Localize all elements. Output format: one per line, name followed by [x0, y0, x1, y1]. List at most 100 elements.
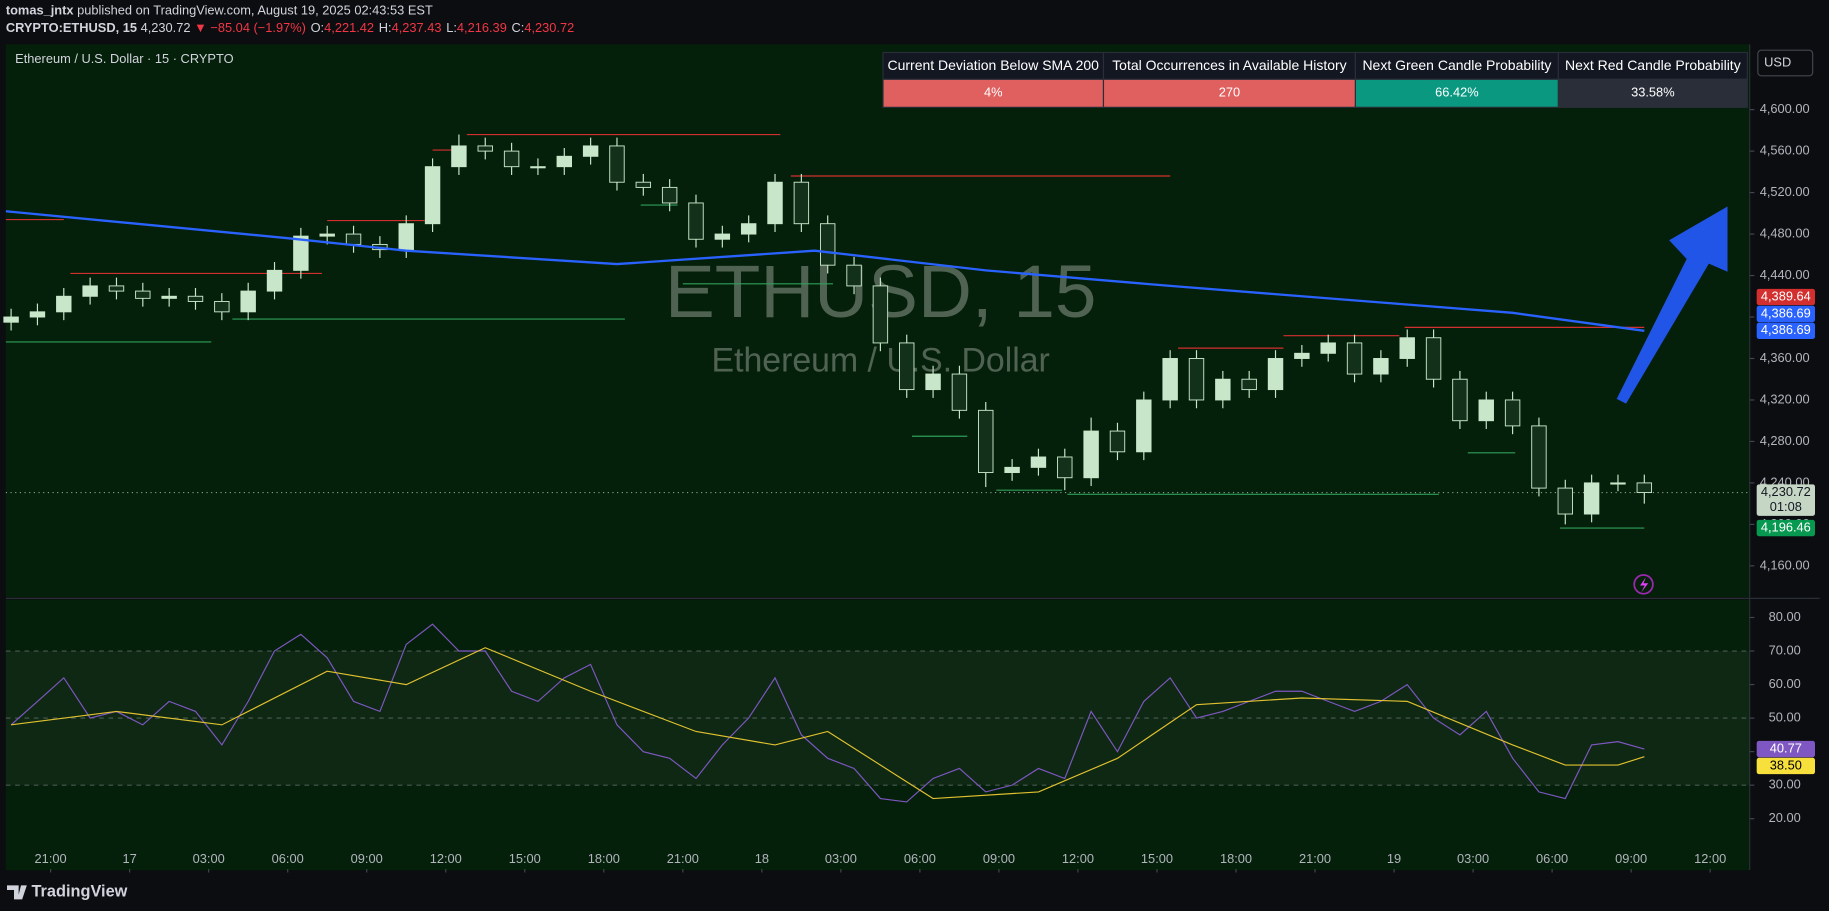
- candle-body: [872, 285, 889, 344]
- table-value-cell: [1557, 78, 1748, 108]
- footer-bar: [0, 877, 1829, 911]
- alert-icon[interactable]: [1633, 574, 1654, 595]
- y-tick-label: 4,280.00: [1760, 433, 1810, 448]
- y-tick-label: 4,320.00: [1760, 391, 1810, 406]
- candle-body: [1610, 482, 1626, 485]
- table-header-cell: [1557, 51, 1748, 80]
- stats-table: Current Deviation Below SMA 200 4% Total O…: [882, 51, 1748, 108]
- candle-body: [398, 223, 414, 251]
- candle-body: [899, 342, 915, 391]
- x-tick-label: 18:00: [588, 851, 620, 866]
- x-tick-label: 12:00: [1062, 851, 1094, 866]
- candle-body: [1531, 425, 1547, 489]
- candle-body: [688, 202, 704, 240]
- table-value-cell: [1354, 78, 1559, 108]
- candle-body: [1320, 342, 1336, 354]
- ohlc-value: 4,216.39: [457, 21, 507, 36]
- x-tick-label: 12:00: [1694, 851, 1726, 866]
- candle-body: [319, 233, 335, 237]
- published: published on TradingView.com, August 19,…: [77, 3, 433, 18]
- y-tick-label: 4,440.00: [1760, 267, 1810, 282]
- symbol: CRYPTO:ETHUSD, 15: [6, 21, 137, 36]
- candle-body: [266, 269, 283, 292]
- currency-box: [1757, 49, 1814, 77]
- candle-body: [582, 145, 599, 157]
- footer-logo: [6, 885, 27, 900]
- ohlc-value: 4,237.43: [392, 21, 442, 36]
- candle-body: [1109, 430, 1126, 453]
- rsi-y-tick-label: 50.00: [1769, 709, 1801, 724]
- publisher-line: tomas_jntx published on TradingView.com,…: [6, 3, 433, 18]
- y-tick-label: 4,520.00: [1760, 184, 1810, 199]
- axis-price-label-bg: [1756, 322, 1816, 339]
- axis-price-label-bg: [1756, 740, 1816, 758]
- candle-body: [82, 285, 98, 297]
- rsi-line: [10, 623, 1645, 803]
- candle-body: [1636, 482, 1653, 494]
- table-value: 4%: [984, 85, 1003, 100]
- axis-price-label: 40.77: [1770, 740, 1802, 755]
- x-tick-label: 18: [755, 851, 769, 866]
- x-tick-label: 19: [1387, 851, 1401, 866]
- table-header-cell: [1102, 51, 1357, 80]
- candle-body: [1504, 399, 1521, 427]
- candle-body: [1004, 466, 1020, 474]
- rsi-y-tick-label: 60.00: [1769, 676, 1801, 691]
- x-tick-label: 15:00: [1141, 851, 1173, 866]
- table-header: Next Red Candle Probability: [1565, 57, 1741, 73]
- candle-body: [1557, 487, 1573, 515]
- candle-body: [1294, 352, 1310, 359]
- table-header: Next Green Candle Probability: [1362, 57, 1551, 73]
- support-label-bg: [1756, 519, 1816, 537]
- x-tick-label: 06:00: [1536, 851, 1568, 866]
- ohlc-value: 4,221.42: [324, 21, 374, 36]
- current-price-label-bg: [1756, 484, 1816, 516]
- ohlc-label: O:: [311, 21, 325, 36]
- candle-body: [345, 233, 362, 245]
- x-tick-label: 12:00: [430, 851, 462, 866]
- candle-body: [1083, 430, 1099, 479]
- candle-body: [135, 290, 151, 299]
- x-tick-label: 21:00: [1299, 851, 1331, 866]
- x-tick-label: 17: [123, 851, 137, 866]
- candle-body: [1188, 358, 1205, 401]
- candle-body: [3, 316, 19, 323]
- candle-body: [214, 300, 230, 313]
- x-tick-label: 09:00: [983, 851, 1015, 866]
- y-tick-label: 4,160.00: [1760, 557, 1810, 572]
- x-tick-label: 21:00: [35, 851, 67, 866]
- candle-body: [1057, 456, 1073, 479]
- axis-price-label: 4,389.64: [1761, 288, 1811, 303]
- candle-body: [293, 235, 309, 271]
- x-tick-label: 06:00: [904, 851, 936, 866]
- candle-body: [793, 181, 810, 225]
- axis-price-label-bg: [1756, 305, 1816, 323]
- candle-body: [978, 409, 994, 474]
- candle-body: [1136, 399, 1152, 453]
- table-value-cell: [1102, 78, 1357, 108]
- candle-body: [1399, 337, 1415, 359]
- candle-body: [1452, 378, 1468, 422]
- candle-body: [635, 181, 652, 188]
- ohlc-label: C:: [511, 21, 524, 36]
- candle-body: [108, 285, 125, 292]
- publisher: tomas_jntx: [6, 3, 75, 18]
- x-tick-label: 21:00: [667, 851, 699, 866]
- candle-body: [767, 181, 783, 225]
- x-tick-label: 15:00: [509, 851, 541, 866]
- candle-body: [56, 295, 72, 313]
- candle-body: [187, 295, 204, 302]
- x-tick-label: 03:00: [193, 851, 225, 866]
- axis-price-label: 38.50: [1770, 757, 1802, 772]
- candle-body: [740, 223, 757, 235]
- current-price-label: 4,230.72: [1761, 484, 1811, 499]
- candle-body: [661, 186, 678, 204]
- candle-body: [503, 150, 520, 168]
- y-tick-label: 4,480.00: [1760, 225, 1810, 240]
- rsi-ma-line: [11, 647, 1645, 800]
- table-value: 66.42%: [1435, 85, 1479, 100]
- plot: 4,160.004,200.004,240.004,280.004,320.00…: [3, 101, 1816, 873]
- candle-body: [451, 145, 467, 168]
- candle-body: [29, 311, 46, 318]
